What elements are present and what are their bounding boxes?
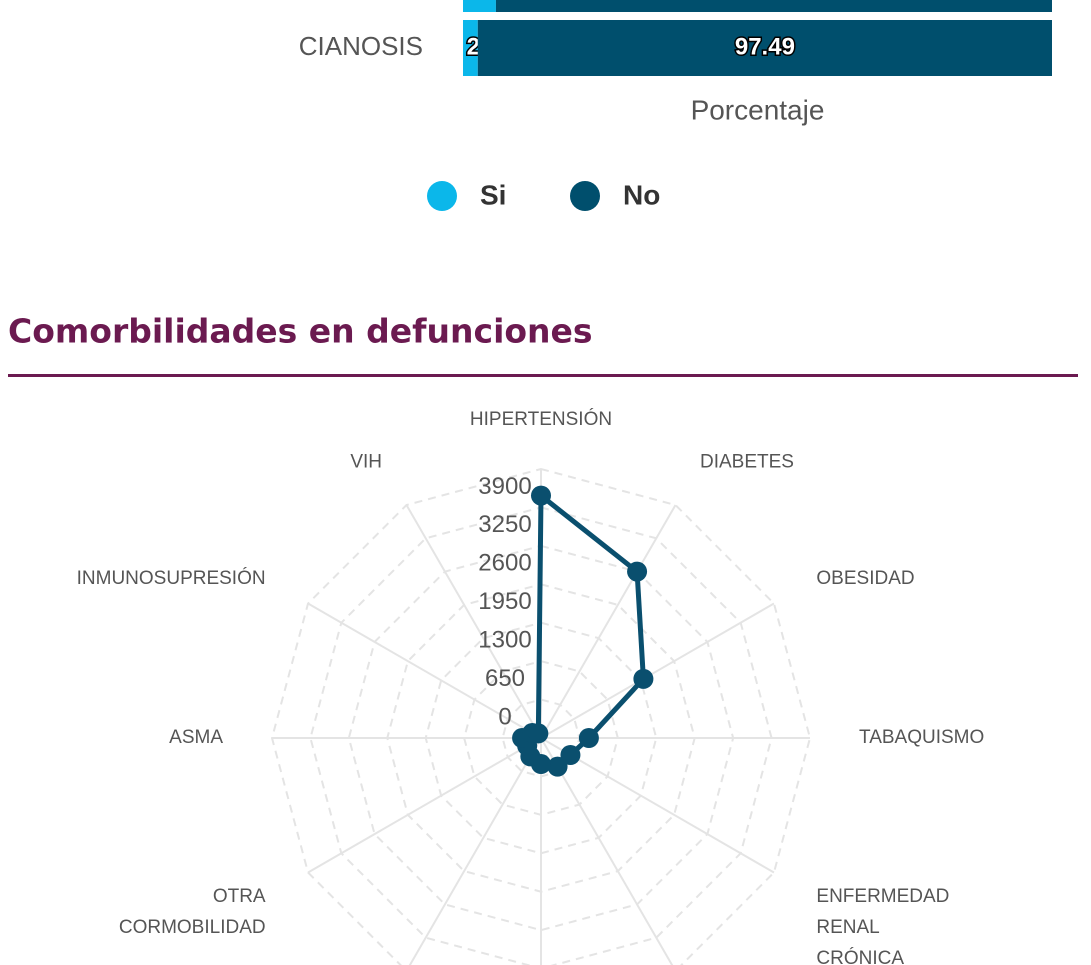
category-label: OBESIDAD [816,568,914,589]
legend-swatch [570,181,600,211]
legend-swatch [427,181,457,211]
spoke [405,504,542,739]
bar-segment [495,0,1052,12]
spoke [307,602,542,739]
radar-point [578,728,599,748]
bar-segment [463,20,478,76]
r-tick-label: 1300 [478,626,531,653]
radar-point [528,723,549,744]
bar-segment [477,20,1052,76]
category-label: OTRA [213,886,266,907]
r-tick-label: 3900 [478,473,531,500]
spoke [307,737,542,874]
grid-ring [347,544,735,932]
spoke [540,737,775,874]
category-label: RENAL [816,917,879,938]
category-label: TABAQUISMO [859,727,984,748]
radar-point [547,756,568,777]
radar-point [560,744,581,765]
r-tick-label: 0 [498,703,511,730]
category-label: CRÓNICA [816,947,904,965]
category-label: HIPERTENSIÓN [470,408,612,430]
category-label: CORMOBILIDAD [119,917,266,938]
category-label: DIABETES [700,452,794,473]
grid-ring [463,660,619,816]
bar-segment [463,0,496,12]
grid-ring [386,583,696,893]
r-tick-label: 3250 [478,511,531,538]
spoke [540,737,674,965]
spoke [540,602,775,739]
data-label: 97.49 [735,33,795,60]
grid-ring [501,698,581,778]
legend-label: No [623,179,660,210]
legend-label: Si [480,179,506,210]
category-label: INMUNOSUPRESIÓN [77,567,266,589]
r-tick-label: 2600 [478,550,531,577]
y-tick-label: CIANOSIS [299,31,423,61]
radar-point [633,668,654,689]
spoke [540,504,677,739]
grid-outer [270,467,812,965]
x-axis-label: Porcentaje [691,94,825,125]
r-tick-label: 1950 [478,588,531,615]
radar-point [627,561,648,582]
category-label: ENFERMEDAD [816,886,949,907]
radar-point [531,485,551,506]
section-heading: Comorbilidades en defunciones [8,312,593,351]
spoke [408,737,542,965]
category-label: VIH [350,452,382,473]
heading-rule [8,374,1078,377]
category-label: ASMA [169,727,223,748]
grid-ring [309,506,773,965]
r-tick-label: 650 [485,665,525,692]
